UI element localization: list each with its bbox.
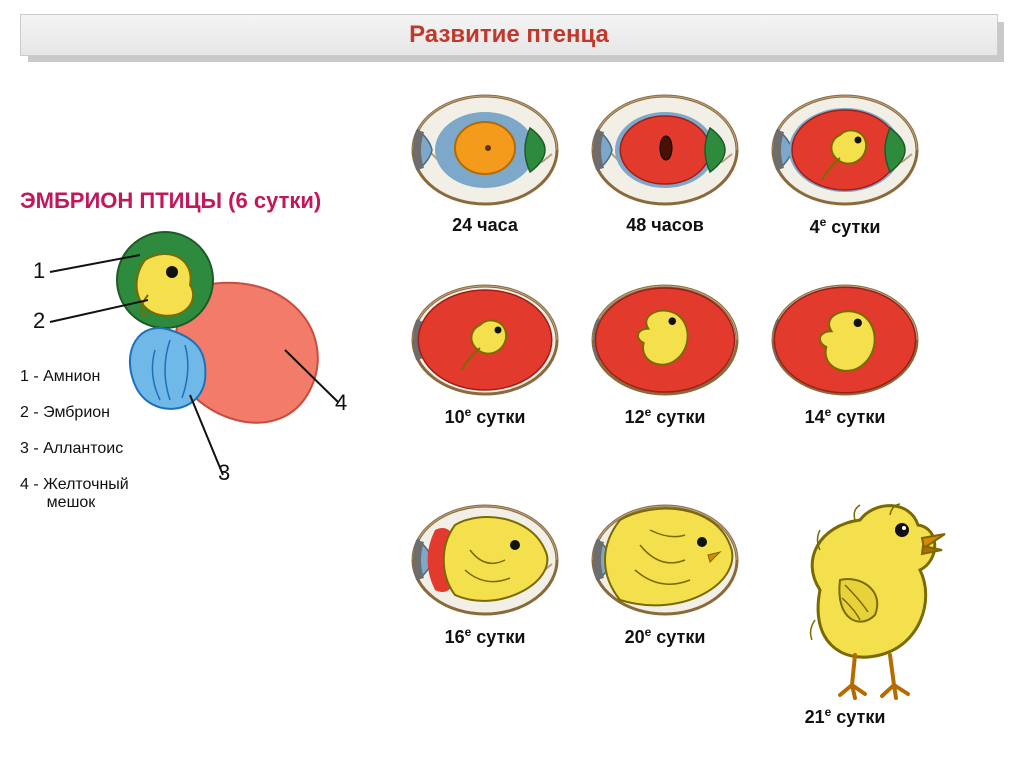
embryo-pointer-2: 2 (33, 308, 45, 334)
stage-label-d12: 12е сутки (590, 405, 740, 428)
stage-label-d16: 16е сутки (410, 625, 560, 648)
stage-label-chick: 21е сутки (770, 705, 920, 728)
embryo-legend: 1 - Амнион 2 - Эмбрион 3 - Аллантоис 4 -… (20, 350, 129, 512)
legend-line-4: 4 - Желточный мешок (20, 476, 129, 511)
page-title: Развитие птенца (20, 14, 998, 56)
legend-line-1: 1 - Амнион (20, 368, 100, 385)
stage-label-d2: 48 часов (590, 215, 740, 236)
stage-label-d14: 14е сутки (770, 405, 920, 428)
legend-line-2: 2 - Эмбрион (20, 404, 110, 421)
stage-label-d4: 4е сутки (770, 215, 920, 238)
stage-label-d10: 10е сутки (410, 405, 560, 428)
legend-line-3: 3 - Аллантоис (20, 440, 123, 457)
embryo-diagram-title: ЭМБРИОН ПТИЦЫ (6 сутки) (20, 188, 321, 214)
embryo-pointer-4: 4 (335, 390, 347, 416)
title-bar: Развитие птенца (20, 14, 1004, 60)
embryo-pointer-1: 1 (33, 258, 45, 284)
embryo-pointer-3: 3 (218, 460, 230, 486)
stage-label-d1: 24 часа (410, 215, 560, 236)
stage-label-d20: 20е сутки (590, 625, 740, 648)
